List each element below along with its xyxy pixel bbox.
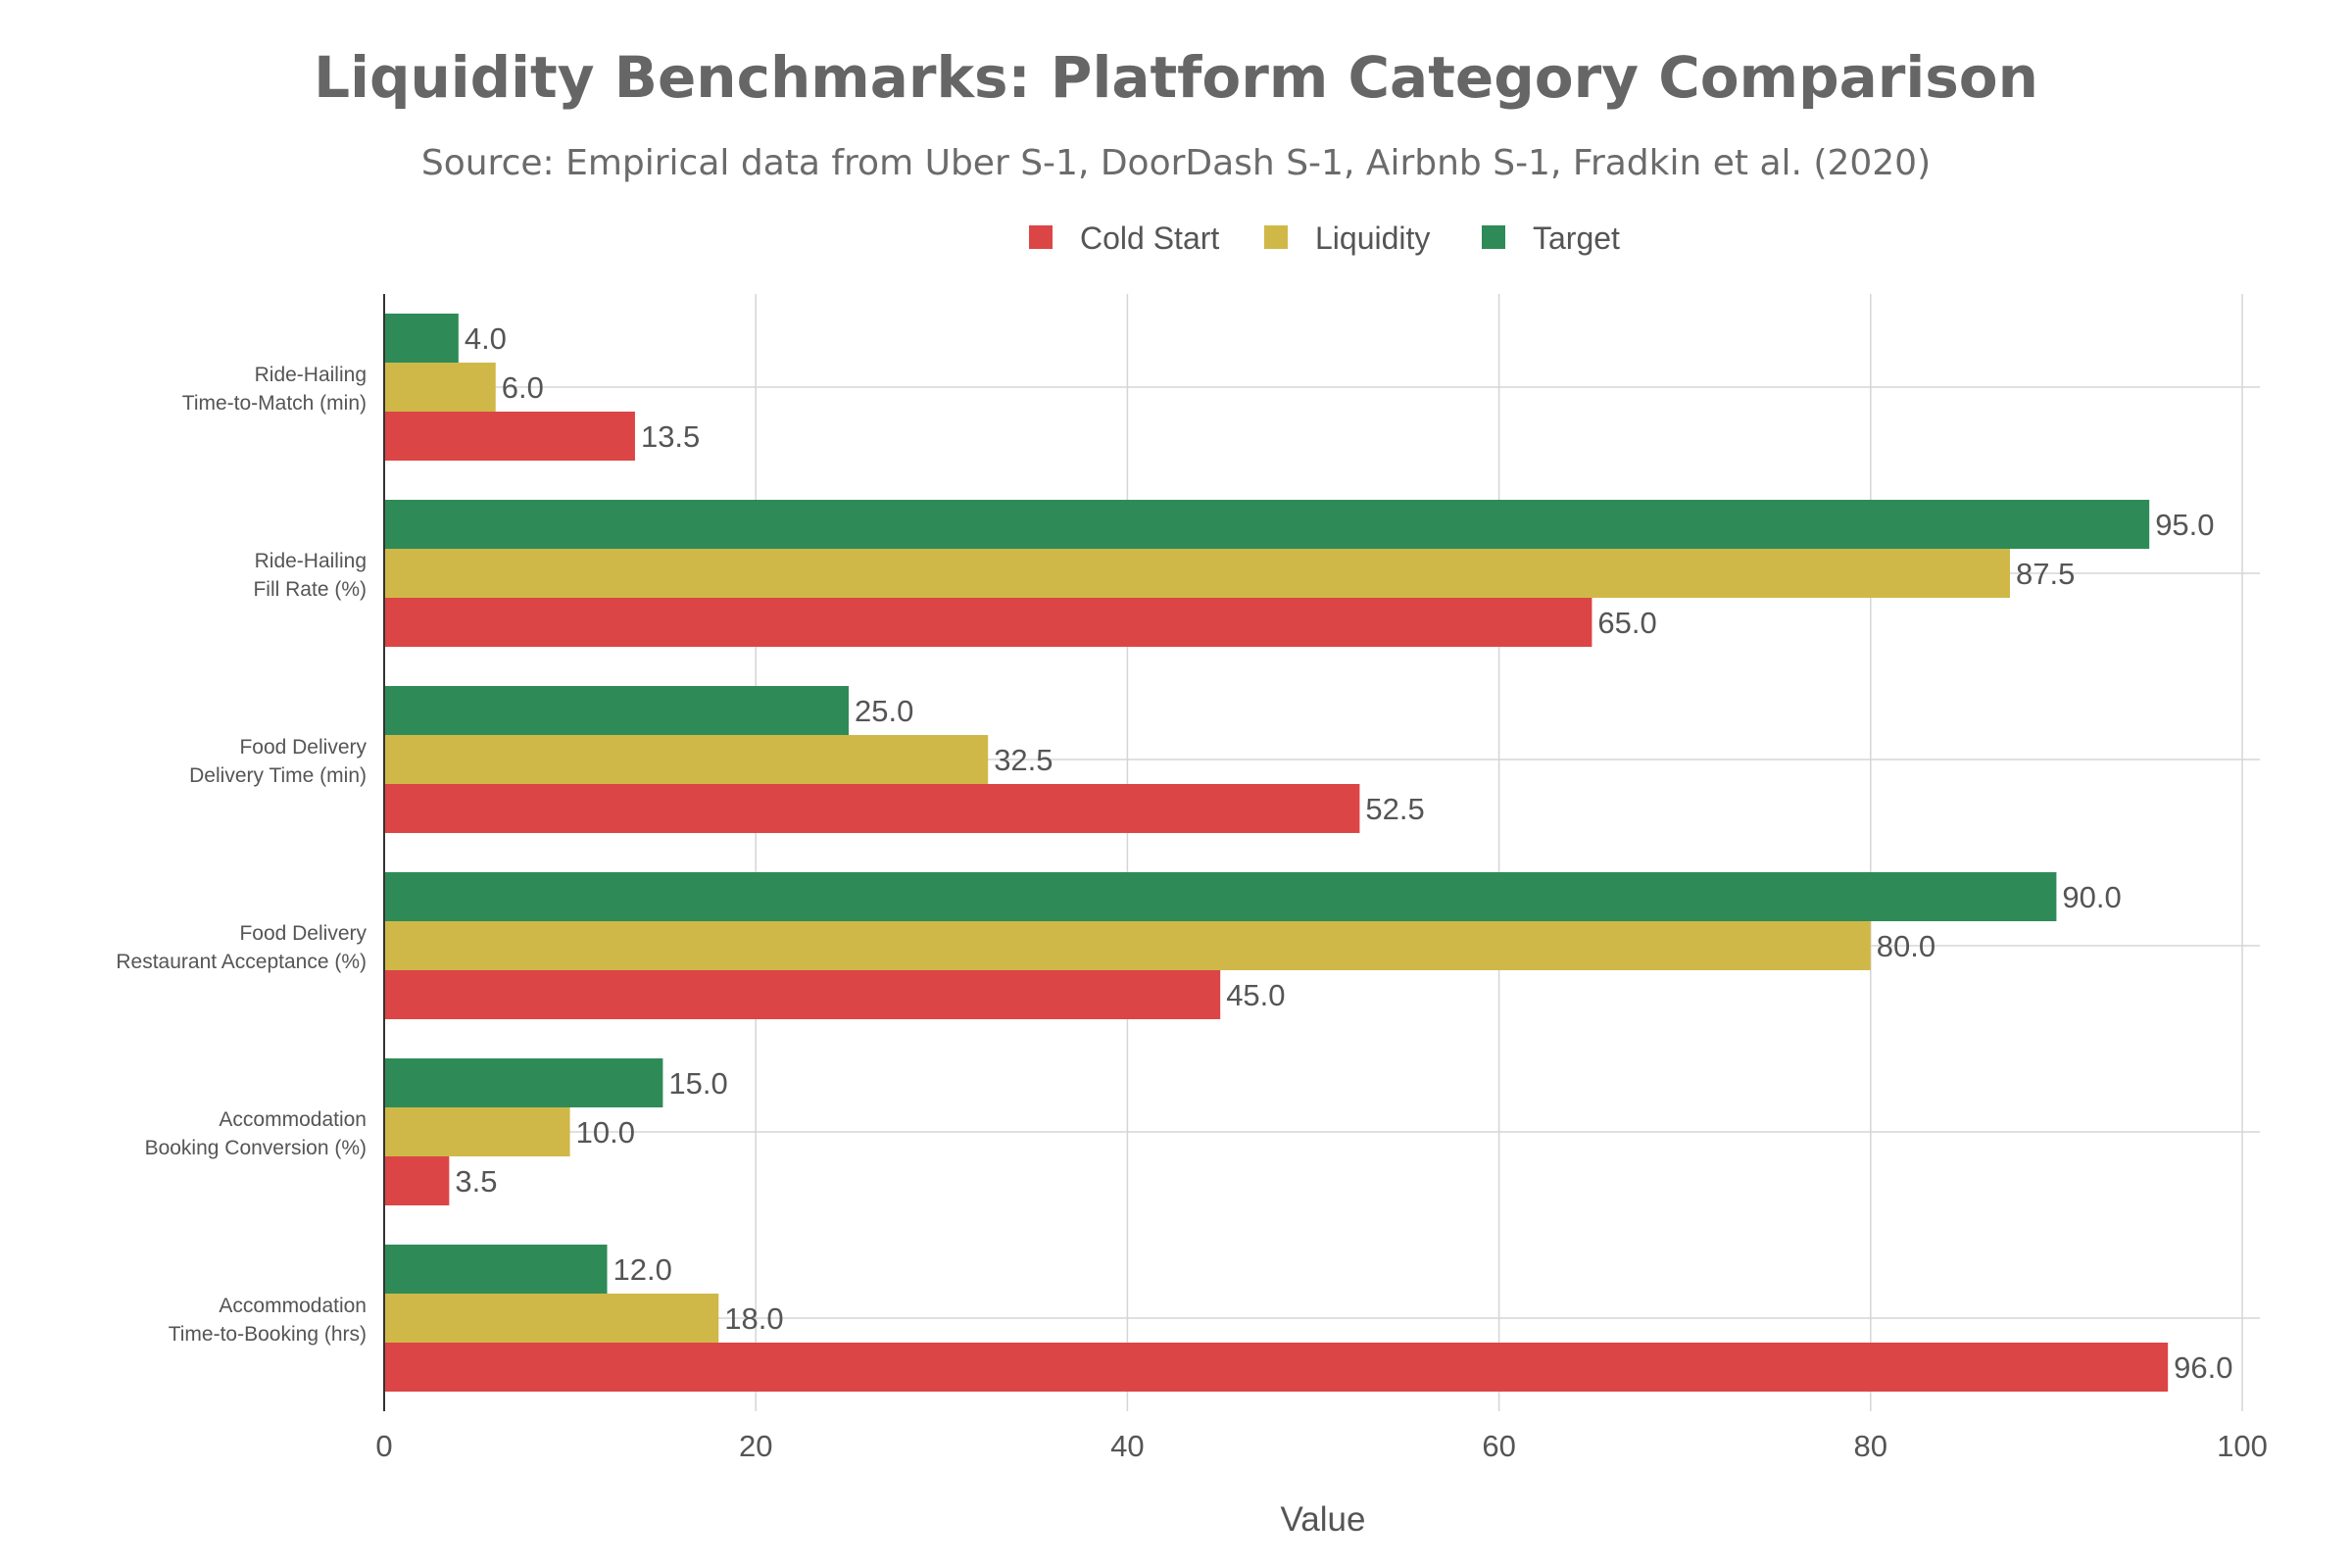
- bar-cold-start: [384, 1343, 2169, 1392]
- bar-target: [384, 1245, 608, 1294]
- x-tick-label: 80: [1854, 1429, 1887, 1463]
- legend-label-target: Target: [1533, 220, 1620, 256]
- x-tick-label: 100: [2217, 1429, 2268, 1463]
- bar-value-label: 95.0: [2155, 508, 2214, 542]
- legend-label-liquidity: Liquidity: [1315, 220, 1430, 256]
- bar-liquidity: [384, 549, 2010, 598]
- x-tick-label: 60: [1482, 1429, 1515, 1463]
- legend: Cold Start Liquidity Target: [1029, 220, 1620, 256]
- legend-label-cold-start: Cold Start: [1080, 220, 1219, 256]
- category-label: Ride-Hailing Time-to-Match (min): [182, 364, 367, 415]
- legend-swatch-liquidity: [1264, 225, 1288, 249]
- bar-value-label: 32.5: [994, 743, 1053, 777]
- bar-value-label: 80.0: [1877, 929, 1936, 963]
- x-axis-title: Value: [1281, 1500, 1366, 1539]
- category-labels: Ride-Hailing Time-to-Match (min) Ride-Hail…: [116, 364, 367, 1346]
- bar-cold-start: [384, 784, 1360, 833]
- bar-liquidity: [384, 1294, 719, 1343]
- bar-value-label: 96.0: [2174, 1350, 2232, 1385]
- bar-liquidity: [384, 363, 496, 412]
- category-label: Ride-Hailing Fill Rate (%): [253, 550, 367, 601]
- bar-cold-start: [384, 598, 1592, 647]
- bar-target: [384, 686, 849, 735]
- bar-liquidity: [384, 1107, 570, 1156]
- bar-value-label: 4.0: [465, 321, 507, 356]
- bar-value-label: 45.0: [1226, 978, 1285, 1012]
- bar-target: [384, 314, 459, 363]
- bar-value-label: 25.0: [855, 694, 913, 728]
- bar-target: [384, 1058, 663, 1107]
- bar-value-label: 12.0: [613, 1252, 672, 1287]
- x-tick-labels: 0 20 40 60 80 100: [375, 1429, 2267, 1463]
- bar-value-label: 52.5: [1365, 792, 1424, 826]
- x-tick-label: 20: [739, 1429, 772, 1463]
- bar-value-label: 6.0: [502, 370, 544, 405]
- legend-swatch-cold-start: [1029, 225, 1053, 249]
- bar-labels: 4.0 6.0 13.5 95.0 87.5 65.0 25.0 32.5 52.5 90.0 80…: [455, 321, 2232, 1385]
- bar-liquidity: [384, 735, 989, 784]
- bar-target: [384, 500, 2150, 549]
- bar-cold-start: [384, 1156, 450, 1205]
- bar-value-label: 18.0: [724, 1301, 783, 1336]
- x-tick-label: 40: [1110, 1429, 1144, 1463]
- bar-value-label: 15.0: [668, 1066, 727, 1101]
- x-tick-label: 0: [375, 1429, 392, 1463]
- bar-value-label: 87.5: [2016, 557, 2075, 591]
- legend-swatch-target: [1482, 225, 1505, 249]
- bar-value-label: 65.0: [1597, 606, 1656, 640]
- bar-value-label: 3.5: [455, 1164, 497, 1199]
- chart-title: Liquidity Benchmarks: Platform Category …: [314, 44, 2038, 111]
- bar-value-label: 10.0: [576, 1115, 635, 1150]
- gridlines: [383, 294, 2260, 1411]
- bar-target: [384, 872, 2057, 921]
- bar-value-label: 13.5: [641, 419, 700, 454]
- bar-liquidity: [384, 921, 1871, 970]
- category-label: Food Delivery Restaurant Acceptance (%): [116, 922, 367, 973]
- category-label: Food Delivery Delivery Time (min): [189, 736, 367, 787]
- category-label: Accommodation Booking Conversion (%): [145, 1108, 367, 1159]
- bar-cold-start: [384, 970, 1221, 1019]
- bars: [384, 314, 2169, 1392]
- category-label: Accommodation Time-to-Booking (hrs): [169, 1295, 367, 1346]
- chart-subtitle: Source: Empirical data from Uber S-1, Do…: [421, 143, 1931, 183]
- bar-cold-start: [384, 412, 635, 461]
- bar-value-label: 90.0: [2062, 880, 2121, 914]
